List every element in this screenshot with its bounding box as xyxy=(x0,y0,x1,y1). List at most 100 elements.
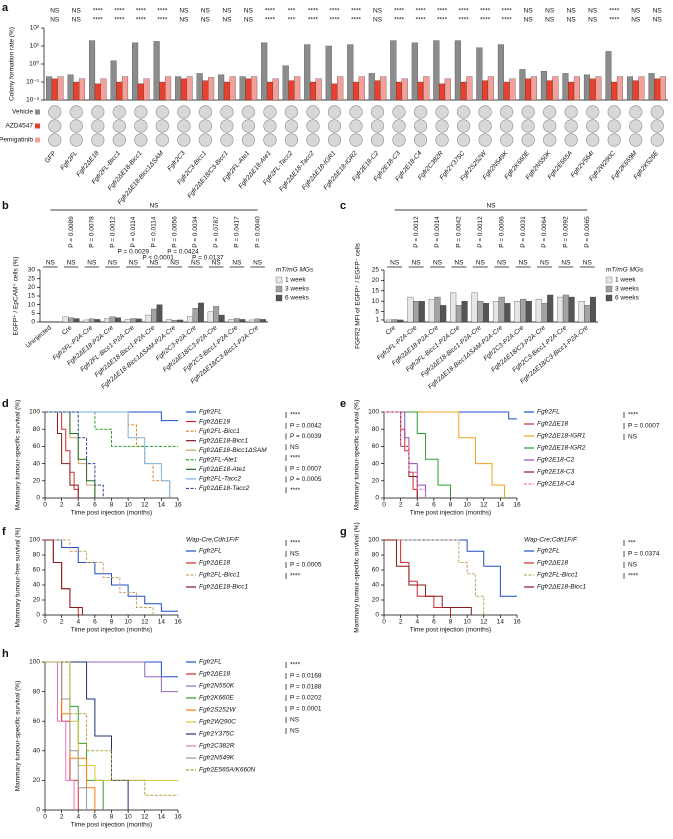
significance: **** xyxy=(93,17,104,24)
bar xyxy=(503,81,510,101)
significance: NS xyxy=(244,8,254,15)
p-value: NS xyxy=(290,551,300,558)
legend-label: Fgfr2ΔE18-Tacc2 xyxy=(199,485,250,492)
bar xyxy=(249,319,256,323)
y-tick-label: 5 xyxy=(375,308,379,315)
significance: NS xyxy=(412,260,422,267)
bar xyxy=(186,76,193,101)
x-tick-label: 4 xyxy=(415,502,419,509)
x-tick-label: Fgfr2FL xyxy=(59,150,79,172)
p-value: **** xyxy=(290,412,301,419)
p-value: **** xyxy=(290,455,301,462)
significance: **** xyxy=(157,8,168,15)
well-image xyxy=(284,133,299,147)
legend-label: Fgfr2E18-C4 xyxy=(537,481,575,488)
x-tick-label: 0 xyxy=(43,502,47,509)
bar xyxy=(73,81,80,101)
survival-curve xyxy=(45,411,96,498)
bar xyxy=(223,81,230,101)
well-image xyxy=(263,105,277,119)
legend-swatch xyxy=(605,276,613,284)
significance: **** xyxy=(480,8,491,15)
well-image xyxy=(241,119,256,133)
significance: NS xyxy=(108,260,118,267)
significance: **** xyxy=(308,8,319,15)
bar xyxy=(454,40,461,101)
significance: NS xyxy=(129,260,139,267)
well-image xyxy=(177,133,191,147)
significance: **** xyxy=(394,17,405,24)
panel-label: h xyxy=(2,648,9,660)
well-image xyxy=(112,119,126,133)
bar xyxy=(434,296,441,323)
significance: NS xyxy=(561,260,571,267)
significance: NS xyxy=(545,8,555,15)
survival-curve xyxy=(384,411,451,498)
x-tick-label: 16 xyxy=(174,619,182,626)
x-tick-label: 6 xyxy=(93,814,97,821)
x-tick-label: Fgfr2ΔE18/C3-Bicc1 xyxy=(186,150,230,200)
y-tick-label: 80 xyxy=(372,552,380,559)
legend-swatch xyxy=(275,276,283,284)
p-value: P < 0.0001 xyxy=(142,255,174,262)
y-tick-label: 100 xyxy=(29,659,40,666)
well-image xyxy=(177,119,191,133)
well-image xyxy=(69,133,83,147)
x-tick-label: 10 xyxy=(125,814,133,821)
p-value: P = 0.0012 xyxy=(477,216,484,248)
bar xyxy=(589,78,596,101)
y-tick-label: 80 xyxy=(33,688,41,695)
bar xyxy=(487,76,494,101)
p-value: P = 0.0014 xyxy=(434,216,441,248)
bar xyxy=(331,83,338,101)
bar xyxy=(304,44,311,101)
bar xyxy=(288,80,295,101)
legend-label: 1 week xyxy=(615,277,636,284)
bar xyxy=(509,78,516,101)
p-value: **** xyxy=(290,573,301,580)
bar xyxy=(519,69,526,101)
well-image xyxy=(349,119,363,133)
bar xyxy=(135,318,142,323)
y-tick-label: 10 xyxy=(372,298,380,305)
y-tick-label: 0 xyxy=(31,319,35,326)
legend-label: Fgfr2Y375C xyxy=(199,731,234,738)
survival-curve xyxy=(384,411,427,498)
p-value: P = 0.0029 xyxy=(118,249,150,256)
bar xyxy=(159,81,166,101)
bar xyxy=(514,301,521,323)
y-tick-label: 40 xyxy=(33,582,41,589)
y-tick-label: 10¹ xyxy=(30,43,40,50)
x-tick-label: 12 xyxy=(480,502,488,509)
bar xyxy=(67,74,74,101)
survival-curve xyxy=(45,411,104,498)
legend-label: Fgfr2C382R xyxy=(199,743,235,750)
well-image xyxy=(220,105,234,119)
bar xyxy=(540,71,547,101)
y-tick-label: 40 xyxy=(33,748,41,755)
p-value: **** xyxy=(628,412,639,419)
bar xyxy=(583,74,590,101)
x-tick-label: 8 xyxy=(110,502,114,509)
bar xyxy=(374,80,381,101)
y-tick-label: 100 xyxy=(368,537,379,544)
p-value: NS xyxy=(290,728,300,735)
bar xyxy=(497,44,504,101)
p-value: P = 0.0031 xyxy=(520,216,527,248)
significance: NS xyxy=(433,260,443,267)
well-image xyxy=(607,105,621,119)
bar xyxy=(166,319,173,323)
well-image xyxy=(220,119,234,133)
x-tick-label: 0 xyxy=(43,814,47,821)
x-tick-label: Uninjected xyxy=(25,324,53,349)
bar xyxy=(180,78,187,101)
bar xyxy=(476,47,483,101)
bar xyxy=(165,76,172,101)
legend-label: Fgfr2ΔE18 xyxy=(199,418,230,425)
significance: **** xyxy=(351,17,362,24)
significance: **** xyxy=(415,17,426,24)
bar xyxy=(428,298,435,323)
panel-label: b xyxy=(2,200,9,212)
bar xyxy=(578,301,585,323)
well-image xyxy=(500,119,514,133)
